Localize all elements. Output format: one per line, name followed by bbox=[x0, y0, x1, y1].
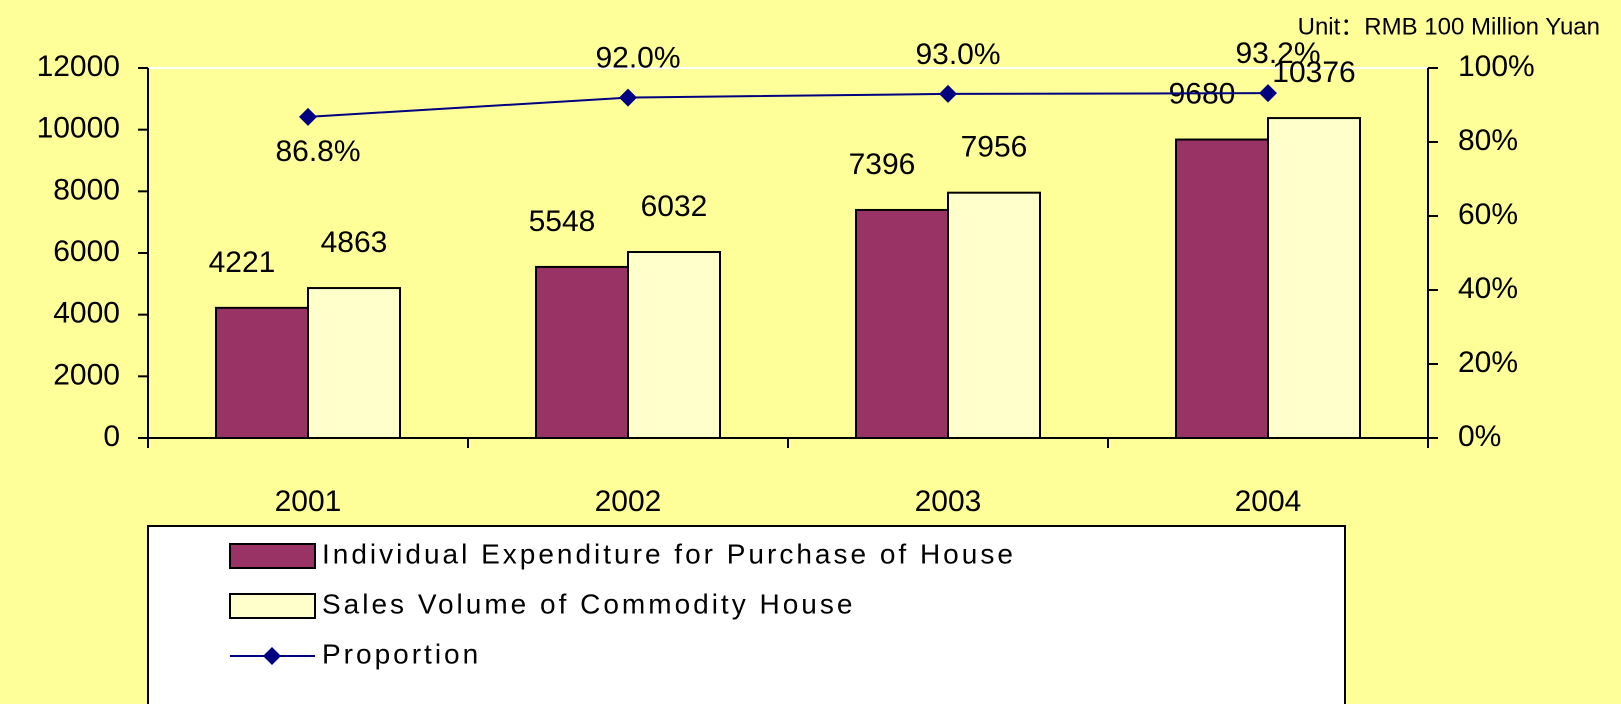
x-tick-label: 2001 bbox=[275, 485, 342, 518]
legend-text: Individual Expenditure for Purchase of H… bbox=[322, 538, 1016, 569]
marker bbox=[939, 84, 957, 103]
bar bbox=[947, 191, 1041, 439]
bar bbox=[307, 287, 401, 439]
data-label: 7396 bbox=[849, 148, 916, 181]
y2-tick-label: 60% bbox=[1458, 198, 1518, 231]
x-tick-label: 2003 bbox=[915, 485, 982, 518]
y-tick-label: 2000 bbox=[53, 358, 120, 391]
y2-tick-label: 0% bbox=[1458, 420, 1501, 453]
data-label: 10376 bbox=[1272, 56, 1355, 89]
data-label: 93.0% bbox=[915, 38, 1000, 71]
data-label: 92.0% bbox=[595, 42, 680, 75]
legend-box bbox=[147, 525, 1346, 704]
data-label: 4221 bbox=[209, 246, 276, 279]
x-tick-label: 2002 bbox=[595, 485, 662, 518]
y-tick-label: 4000 bbox=[53, 297, 120, 330]
bar bbox=[1267, 117, 1361, 439]
data-label: 5548 bbox=[529, 205, 596, 238]
bar bbox=[535, 265, 629, 440]
line bbox=[307, 92, 1269, 118]
y-tick-label: 10000 bbox=[37, 112, 120, 145]
y2-tick-label: 20% bbox=[1458, 346, 1518, 379]
legend-swatch bbox=[229, 593, 316, 619]
y2-tick-label: 100% bbox=[1458, 50, 1535, 83]
data-label: 4863 bbox=[321, 226, 388, 259]
bar bbox=[1175, 138, 1269, 440]
marker bbox=[619, 88, 637, 107]
y-tick-label: 12000 bbox=[37, 50, 120, 83]
data-label: 86.8% bbox=[275, 135, 360, 168]
x-tick-label: 2004 bbox=[1235, 485, 1302, 518]
marker bbox=[299, 107, 317, 126]
marker bbox=[1259, 84, 1277, 103]
bar bbox=[627, 251, 721, 439]
y-tick-label: 6000 bbox=[53, 235, 120, 268]
y-tick-label: 8000 bbox=[53, 173, 120, 206]
data-label: 6032 bbox=[641, 190, 708, 223]
data-label: 7956 bbox=[961, 131, 1028, 164]
unit-label: Unit：RMB 100 Million Yuan bbox=[1298, 13, 1600, 40]
data-label: 93.2% bbox=[1235, 37, 1320, 70]
legend-text: Sales Volume of Commodity House bbox=[322, 588, 855, 619]
bar bbox=[215, 306, 309, 440]
legend-swatch bbox=[229, 543, 316, 569]
y2-tick-label: 40% bbox=[1458, 272, 1518, 305]
bar bbox=[855, 208, 949, 439]
legend-text: Proportion bbox=[322, 638, 481, 669]
legend-marker bbox=[263, 647, 281, 665]
y2-tick-label: 80% bbox=[1458, 124, 1518, 157]
y-tick-label: 0 bbox=[103, 420, 120, 453]
